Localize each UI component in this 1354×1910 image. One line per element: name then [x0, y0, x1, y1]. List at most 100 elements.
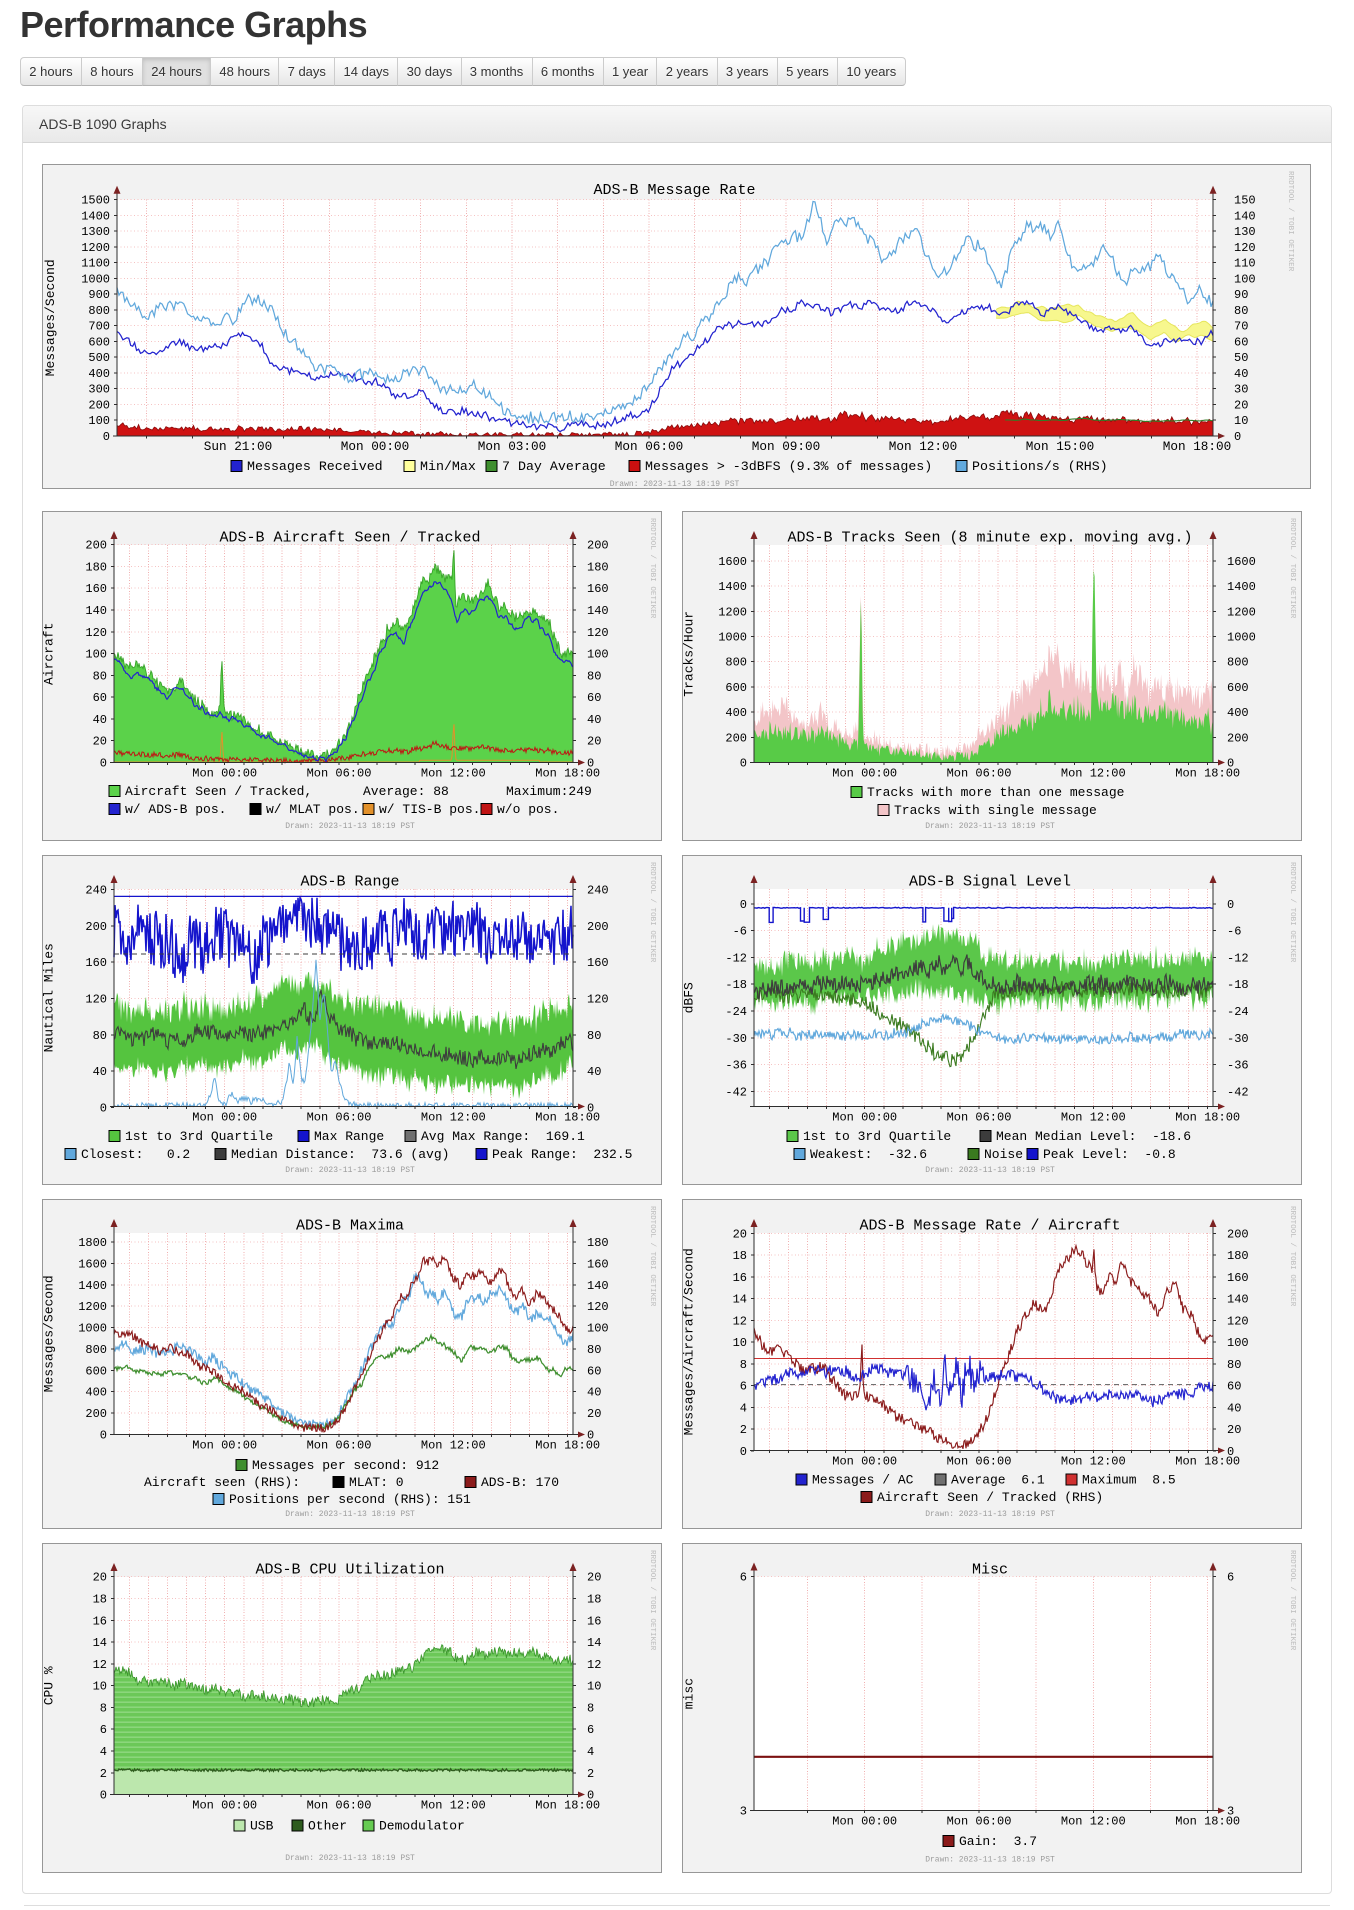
svg-text:10: 10 [1234, 414, 1248, 428]
svg-text:Mon 18:00: Mon 18:00 [1163, 439, 1232, 454]
svg-text:Messages per second: 912: Messages per second: 912 [252, 1458, 439, 1473]
svg-text:RRDTOOL / TOBI OETIKER: RRDTOOL / TOBI OETIKER [648, 1206, 656, 1307]
svg-text:1000: 1000 [718, 631, 747, 645]
svg-text:Mon 18:00: Mon 18:00 [535, 1439, 600, 1453]
svg-text:140: 140 [1234, 210, 1256, 224]
svg-text:100: 100 [1227, 1336, 1249, 1350]
svg-text:6: 6 [100, 1723, 107, 1737]
svg-text:0: 0 [587, 1789, 594, 1803]
svg-text:4: 4 [740, 1402, 747, 1416]
svg-text:16: 16 [733, 1271, 747, 1285]
svg-text:1600: 1600 [1227, 555, 1256, 569]
svg-text:Drawn: 2023-11-13 18:19 PST: Drawn: 2023-11-13 18:19 PST [285, 1166, 415, 1175]
svg-text:18: 18 [93, 1593, 107, 1607]
svg-text:Messages/Second: Messages/Second [43, 259, 58, 376]
svg-text:Mon 18:00: Mon 18:00 [535, 767, 600, 781]
svg-text:Nautical Miles: Nautical Miles [42, 943, 57, 1052]
svg-text:0: 0 [587, 1102, 594, 1116]
svg-text:Mon 18:00: Mon 18:00 [1175, 1111, 1240, 1125]
svg-text:200: 200 [725, 731, 747, 745]
svg-text:Maximum 8.5: Maximum 8.5 [1082, 1473, 1176, 1488]
svg-text:CPU %: CPU % [42, 1666, 57, 1705]
svg-text:3: 3 [740, 1805, 747, 1819]
svg-text:20: 20 [93, 1571, 107, 1585]
svg-text:6: 6 [1227, 1571, 1234, 1585]
svg-text:180: 180 [1227, 1249, 1249, 1263]
svg-text:Mon 15:00: Mon 15:00 [1026, 439, 1095, 454]
svg-text:ADS-B Tracks Seen (8 minute ex: ADS-B Tracks Seen (8 minute exp. moving … [787, 530, 1192, 547]
svg-text:-24: -24 [1227, 1005, 1249, 1019]
svg-text:0: 0 [587, 1429, 594, 1443]
svg-text:RRDTOOL / TOBI OETIKER: RRDTOOL / TOBI OETIKER [648, 1550, 656, 1651]
svg-text:2: 2 [740, 1423, 747, 1437]
svg-text:1200: 1200 [78, 1300, 107, 1314]
svg-text:Mon 12:00: Mon 12:00 [421, 767, 486, 781]
svg-text:Average 6.1: Average 6.1 [951, 1473, 1045, 1488]
svg-text:14: 14 [93, 1636, 107, 1650]
svg-text:Mon 18:00: Mon 18:00 [1175, 1455, 1240, 1469]
svg-text:60: 60 [587, 1364, 601, 1378]
svg-text:0: 0 [740, 757, 747, 771]
svg-text:1000: 1000 [78, 1322, 107, 1336]
svg-text:Mon 00:00: Mon 00:00 [192, 767, 257, 781]
svg-text:0: 0 [100, 1429, 107, 1443]
svg-text:1300: 1300 [81, 225, 110, 239]
svg-text:Mon 06:00: Mon 06:00 [947, 1111, 1012, 1125]
svg-text:Mon 18:00: Mon 18:00 [1175, 1815, 1240, 1829]
svg-text:70: 70 [1234, 320, 1248, 334]
svg-text:1000: 1000 [1227, 631, 1256, 645]
svg-text:100: 100 [88, 414, 110, 428]
svg-text:Mon 00:00: Mon 00:00 [341, 439, 410, 454]
svg-text:Mon 00:00: Mon 00:00 [832, 1111, 897, 1125]
svg-text:RRDTOOL / TOBI OETIKER: RRDTOOL / TOBI OETIKER [1288, 518, 1296, 619]
svg-text:Mon 06:00: Mon 06:00 [947, 767, 1012, 781]
svg-text:0: 0 [100, 757, 107, 771]
svg-text:ADS-B Message Rate / Aircraft: ADS-B Message Rate / Aircraft [859, 1218, 1120, 1235]
svg-text:Tracks/Hour: Tracks/Hour [682, 611, 697, 697]
svg-text:20: 20 [587, 1571, 601, 1585]
svg-text:160: 160 [85, 956, 107, 970]
svg-text:Mon 00:00: Mon 00:00 [192, 1111, 257, 1125]
svg-text:18: 18 [587, 1593, 601, 1607]
svg-text:50: 50 [1234, 351, 1248, 365]
svg-text:200: 200 [85, 1407, 107, 1421]
svg-text:2: 2 [587, 1767, 594, 1781]
svg-text:16: 16 [93, 1614, 107, 1628]
svg-text:Demodulator: Demodulator [379, 1819, 465, 1834]
svg-text:Mon 00:00: Mon 00:00 [832, 767, 897, 781]
svg-text:80: 80 [587, 1343, 601, 1357]
svg-text:Mon 06:00: Mon 06:00 [615, 439, 684, 454]
svg-text:200: 200 [587, 920, 609, 934]
svg-text:Noise: Noise [984, 1147, 1023, 1162]
svg-text:-30: -30 [725, 1032, 747, 1046]
svg-text:40: 40 [587, 713, 601, 727]
svg-text:ADS-B CPU Utilization: ADS-B CPU Utilization [255, 1562, 444, 1579]
svg-text:400: 400 [1227, 706, 1249, 720]
svg-text:20: 20 [93, 735, 107, 749]
svg-text:200: 200 [1227, 1227, 1249, 1241]
svg-text:1600: 1600 [718, 555, 747, 569]
svg-text:1200: 1200 [718, 605, 747, 619]
svg-text:Aircraft seen (RHS):: Aircraft seen (RHS): [144, 1475, 300, 1490]
svg-text:-30: -30 [1227, 1032, 1249, 1046]
svg-text:ADS-B Maxima: ADS-B Maxima [296, 1218, 404, 1235]
svg-text:Mon 00:00: Mon 00:00 [832, 1455, 897, 1469]
svg-text:80: 80 [1234, 304, 1248, 318]
svg-text:240: 240 [85, 884, 107, 898]
svg-text:Peak Range: 232.5: Peak Range: 232.5 [492, 1147, 632, 1162]
svg-text:1st to 3rd Quartile: 1st to 3rd Quartile [803, 1129, 951, 1144]
svg-text:Drawn: 2023-11-13 18:19 PST: Drawn: 2023-11-13 18:19 PST [925, 1856, 1055, 1865]
svg-text:Drawn: 2023-11-13 18:19 PST: Drawn: 2023-11-13 18:19 PST [285, 1510, 415, 1519]
svg-text:Min/Max: Min/Max [420, 459, 476, 474]
svg-text:-36: -36 [725, 1059, 747, 1073]
svg-text:Drawn: 2023-11-13 18:19 PST: Drawn: 2023-11-13 18:19 PST [610, 480, 740, 489]
svg-text:400: 400 [725, 706, 747, 720]
svg-text:0: 0 [1227, 757, 1234, 771]
svg-text:200: 200 [587, 539, 609, 553]
svg-text:Messages > -3dBFS (9.3% of mes: Messages > -3dBFS (9.3% of messages) [645, 459, 932, 474]
svg-text:USB: USB [250, 1819, 274, 1834]
svg-text:RRDTOOL / TOBI OETIKER: RRDTOOL / TOBI OETIKER [1288, 862, 1296, 963]
svg-text:80: 80 [1227, 1358, 1241, 1372]
svg-text:-24: -24 [725, 1005, 747, 1019]
svg-text:-18: -18 [1227, 978, 1249, 992]
